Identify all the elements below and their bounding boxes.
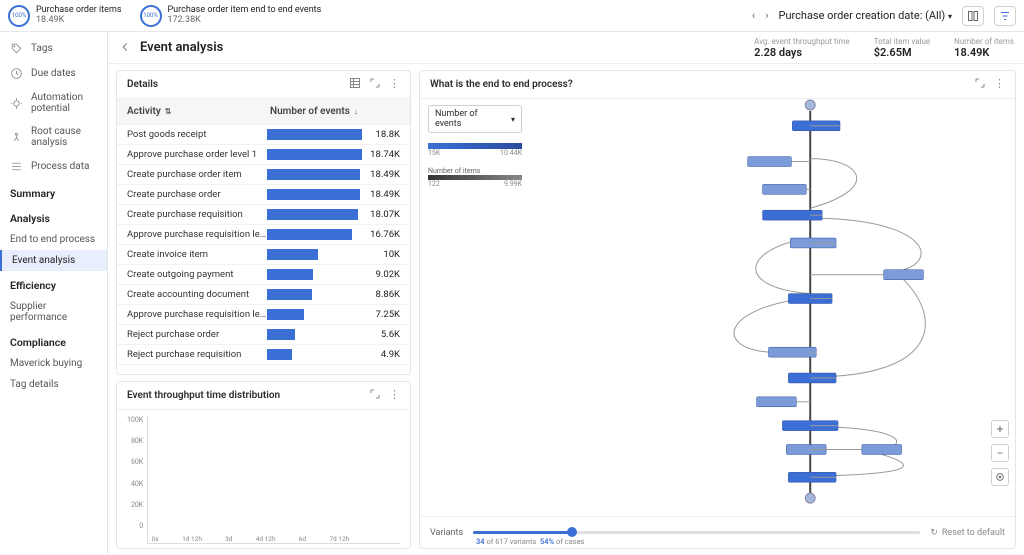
throughput-bar[interactable]: 3d (222, 533, 236, 543)
throughput-bar[interactable] (312, 541, 326, 543)
sidebar-link-supplier-performance[interactable]: Supplier performance (0, 296, 107, 328)
metric: Avg. event throughput time2.28 days (754, 37, 850, 59)
reset-button[interactable]: ↻Reset to default (930, 528, 1005, 538)
throughput-bar[interactable] (279, 541, 293, 543)
table-row[interactable]: Approve purchase requisition lev... 16.7… (117, 225, 410, 245)
details-title: Details (127, 79, 349, 90)
sidebar-item-root-cause-analysis[interactable]: Root cause analysis (0, 120, 107, 154)
sidebar-link-end-to-end-process[interactable]: End to end process (0, 229, 107, 250)
zoom-in-button[interactable]: + (991, 420, 1009, 438)
root-icon (10, 131, 23, 144)
variants-summary: 34 of 617 variants 54% of cases (476, 537, 584, 546)
variants-slider[interactable] (473, 531, 920, 534)
process-title: What is the end to end process? (430, 79, 974, 90)
expand-icon[interactable] (974, 77, 986, 92)
zoom-fit-button[interactable] (991, 468, 1009, 486)
table-row[interactable]: Create purchase requisition 18.07K (117, 205, 410, 225)
next-icon[interactable]: › (765, 9, 768, 22)
throughput-bar[interactable]: 6d (295, 533, 309, 543)
column-activity[interactable]: Activity ⇅ (127, 106, 270, 117)
progress-ring-icon: 100% (8, 5, 30, 27)
throughput-title: Event throughput time distribution (127, 390, 369, 401)
throughput-bar[interactable]: 0s (148, 533, 162, 543)
process-graph[interactable] (530, 99, 1015, 516)
column-events[interactable]: Number of events ↓ (270, 106, 400, 117)
sidebar-section-analysis[interactable]: Analysis (0, 204, 107, 229)
throughput-bar[interactable]: 4d 12h (256, 533, 276, 543)
sidebar-item-automation-potential[interactable]: Automation potential (0, 86, 107, 120)
table-row[interactable]: Approve purchase order level 1 18.74K (117, 145, 410, 165)
throughput-bar[interactable]: 7d 12h (329, 533, 349, 543)
throughput-bar[interactable] (205, 541, 219, 543)
sidebar-link-tag-details[interactable]: Tag details (0, 374, 107, 395)
clock-icon (10, 67, 23, 80)
more-icon[interactable]: ⋮ (389, 388, 400, 403)
automation-icon (10, 97, 23, 110)
sidebar-item-due-dates[interactable]: Due dates (0, 61, 107, 86)
data-icon (10, 160, 23, 173)
expand-icon[interactable] (369, 77, 381, 92)
filter-icon-button[interactable] (994, 6, 1016, 26)
collapse-sidebar-icon[interactable] (118, 40, 134, 56)
zoom-out-button[interactable]: − (991, 444, 1009, 462)
throughput-bar[interactable] (386, 541, 400, 543)
sidebar-link-event-analysis[interactable]: Event analysis (0, 250, 107, 271)
view-toggle-button[interactable] (962, 6, 984, 26)
sidebar-item-process-data[interactable]: Process data (0, 154, 107, 179)
table-row[interactable]: Create purchase order 18.49K (117, 185, 410, 205)
tag-icon (10, 42, 23, 55)
more-icon[interactable]: ⋮ (994, 77, 1005, 92)
header-kpi[interactable]: 100% Purchase order item end to end even… (140, 5, 322, 27)
throughput-bar[interactable] (239, 541, 253, 543)
sidebar-section-summary[interactable]: Summary (0, 179, 107, 204)
throughput-bar[interactable] (352, 541, 366, 543)
table-row[interactable]: Post goods receipt 18.8K (117, 125, 410, 145)
table-row[interactable]: Reject purchase order 5.6K (117, 325, 410, 345)
page-title: Event analysis (140, 40, 730, 55)
progress-ring-icon: 100% (140, 5, 162, 27)
metric: Number of items18.49K (954, 37, 1014, 59)
table-row[interactable]: Approve purchase requisition lev... 7.25… (117, 305, 410, 325)
expand-icon[interactable] (369, 388, 381, 403)
sidebar: TagsDue datesAutomation potentialRoot ca… (0, 32, 108, 555)
table-row[interactable]: Create accounting document 8.86K (117, 285, 410, 305)
table-row[interactable]: Create invoice item 10K (117, 245, 410, 265)
table-row[interactable]: Create outgoing payment 9.02K (117, 265, 410, 285)
table-icon[interactable] (349, 77, 361, 92)
more-icon[interactable]: ⋮ (389, 77, 400, 92)
prev-icon[interactable]: ‹ (752, 9, 755, 22)
throughput-bar[interactable] (165, 541, 179, 543)
throughput-bar[interactable] (369, 541, 383, 543)
variants-label: Variants (430, 528, 463, 538)
throughput-bar[interactable]: 1d 12h (182, 533, 202, 543)
metric-dropdown[interactable]: Number of events ▾ (428, 105, 522, 133)
filter-dropdown[interactable]: Purchase order creation date: (All) ▾ (779, 9, 953, 22)
sidebar-section-compliance[interactable]: Compliance (0, 328, 107, 353)
sidebar-link-maverick-buying[interactable]: Maverick buying (0, 353, 107, 374)
table-row[interactable]: Create purchase order item 18.49K (117, 165, 410, 185)
sidebar-section-efficiency[interactable]: Efficiency (0, 271, 107, 296)
header-kpi[interactable]: 100% Purchase order items18.49K (8, 5, 122, 27)
sidebar-item-tags[interactable]: Tags (0, 36, 107, 61)
metric: Total item value$2.65M (874, 37, 930, 59)
table-row[interactable]: Reject purchase requisition 4.9K (117, 345, 410, 365)
